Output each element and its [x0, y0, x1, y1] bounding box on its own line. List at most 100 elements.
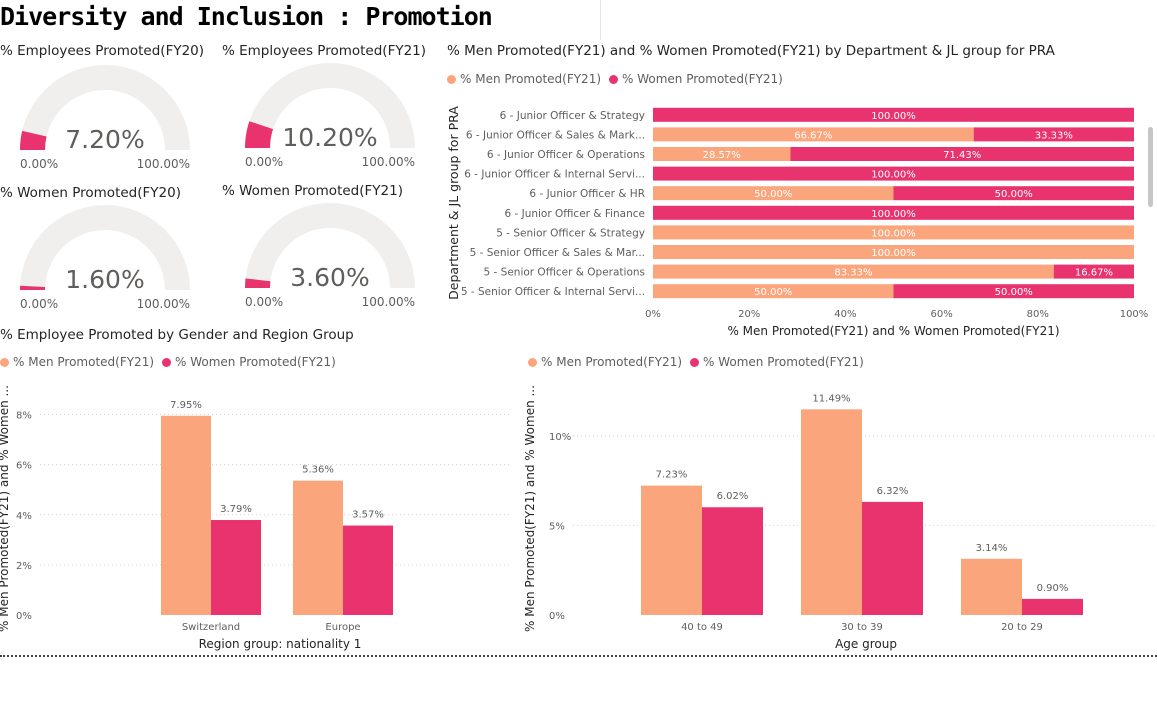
bar-men[interactable]: [653, 127, 974, 142]
gauge-value: 1.60%: [65, 265, 144, 294]
legend-men-label: % Men Promoted(FY21): [541, 355, 683, 369]
legend-men-marker: [0, 357, 9, 367]
region-bar-chart[interactable]: % Men Promoted(FY21) and % Women ... 0% 2%…: [0, 375, 520, 653]
gauge-employees-promoted-fy20[interactable]: 7.20% 0.00% 100.00%: [0, 60, 220, 180]
bar-men[interactable]: [653, 264, 1054, 279]
legend-women-label: % Women Promoted(FY21): [703, 355, 864, 369]
bar-data-label: 100.00%: [871, 170, 916, 181]
bar-women[interactable]: [343, 525, 393, 615]
x-category-label: Switzerland: [182, 622, 240, 633]
bar-men[interactable]: [801, 409, 862, 615]
bar-data-label: 3.79%: [220, 504, 252, 515]
gauge-min-label: 0.00%: [20, 157, 58, 171]
gauge-fill: [20, 285, 46, 290]
bar-data-label: 50.00%: [754, 189, 792, 200]
x-category-label: 40 to 49: [681, 622, 723, 633]
dept-x-tick: 80%: [1027, 309, 1049, 320]
x-category-label: 30 to 39: [841, 622, 883, 633]
bar-data-label: 50.00%: [995, 189, 1033, 200]
legend-men-label: % Men Promoted(FY21): [460, 72, 602, 86]
region-chart-title: % Employee Promoted by Gender and Region…: [0, 327, 354, 343]
dept-bar-chart[interactable]: Department & JL group for PRA 6 - Junior …: [440, 95, 1157, 350]
bar-data-label: 16.67%: [1075, 268, 1113, 279]
dept-x-axis-title: % Men Promoted(FY21) and % Women Promote…: [727, 324, 1059, 338]
gauge-value: 3.60%: [290, 263, 369, 292]
bar-men[interactable]: [653, 284, 894, 299]
bar-women[interactable]: [211, 520, 261, 615]
y-tick: 0%: [549, 611, 565, 622]
gauge-title-women-fy20: % Women Promoted(FY20): [0, 185, 181, 201]
y-tick: 5%: [549, 522, 565, 533]
bar-men[interactable]: [653, 225, 1134, 240]
bar-women[interactable]: [973, 127, 1134, 142]
bar-men[interactable]: [641, 485, 702, 615]
y-axis-title: % Men Promoted(FY21) and % Women ...: [0, 385, 11, 632]
bar-women[interactable]: [653, 166, 1134, 181]
gauge-women-promoted-fy20[interactable]: 1.60% 0.00% 100.00%: [0, 200, 220, 320]
bar-women[interactable]: [653, 205, 1134, 220]
gauge-max-label: 100.00%: [362, 155, 415, 169]
bar-men[interactable]: [961, 558, 1022, 615]
legend-women-label: % Women Promoted(FY21): [622, 72, 783, 86]
gauge-employees-promoted-fy21[interactable]: 10.20% 0.00% 100.00%: [225, 58, 445, 178]
dept-category-label: 6 - Junior Officer & Strategy: [500, 110, 645, 122]
gauge-title-emp-fy20: % Employees Promoted(FY20): [0, 43, 205, 59]
bottom-divider: [0, 655, 1157, 657]
y-axis-title: % Men Promoted(FY21) and % Women ...: [525, 385, 537, 632]
bar-men[interactable]: [653, 245, 1134, 259]
gauge-min-label: 0.00%: [245, 295, 283, 309]
legend-women-marker: [609, 74, 619, 84]
gauge-max-label: 100.00%: [137, 157, 190, 171]
bar-women[interactable]: [1053, 264, 1134, 279]
gauge-track: [245, 63, 415, 148]
gauge-track: [20, 205, 190, 290]
bar-women[interactable]: [862, 501, 923, 615]
age-bar-chart[interactable]: % Men Promoted(FY21) and % Women ... 0% 5%…: [525, 375, 1157, 653]
dept-x-tick: 20%: [738, 309, 760, 320]
gauge-min-label: 0.00%: [245, 155, 283, 169]
legend-men-marker: [528, 357, 537, 367]
bar-data-label: 11.49%: [812, 393, 850, 404]
bar-men[interactable]: [293, 480, 343, 615]
legend-women-label: % Women Promoted(FY21): [175, 355, 336, 369]
legend-women-marker: [162, 357, 172, 367]
bar-data-label: 33.33%: [1035, 130, 1073, 141]
bar-men[interactable]: [653, 147, 791, 161]
age-legend: % Men Promoted(FY21) % Women Promoted(FY…: [528, 355, 864, 369]
gauge-women-promoted-fy21[interactable]: 3.60% 0.00% 100.00%: [225, 198, 445, 318]
dept-x-tick: 100%: [1120, 309, 1149, 320]
bar-women[interactable]: [893, 284, 1135, 299]
y-tick: 8%: [16, 411, 32, 422]
dept-category-label: 5 - Senior Officer & Internal Servi...: [461, 286, 645, 298]
bar-data-label: 6.32%: [877, 486, 909, 497]
bar-data-label: 83.33%: [834, 268, 872, 279]
bar-men[interactable]: [653, 186, 894, 201]
bar-women[interactable]: [893, 186, 1135, 201]
dept-category-label: 6 - Junior Officer & Operations: [487, 149, 645, 161]
page-title: Diversity and Inclusion : Promotion: [0, 2, 493, 31]
scrollbar-thumb[interactable]: [1148, 127, 1153, 207]
y-tick: 6%: [16, 461, 32, 472]
bar-data-label: 5.36%: [302, 465, 334, 476]
y-tick: 4%: [16, 511, 32, 522]
bar-data-label: 7.95%: [170, 400, 202, 411]
legend-men-marker: [447, 74, 456, 84]
bar-women[interactable]: [653, 107, 1134, 122]
bar-data-label: 7.23%: [656, 470, 688, 481]
dept-category-label: 6 - Junior Officer & Sales & Mark...: [466, 129, 645, 141]
bar-data-label: 3.57%: [352, 510, 384, 521]
bar-women[interactable]: [790, 147, 1134, 161]
dept-category-label: 6 - Junior Officer & Finance: [504, 208, 645, 220]
y-tick: 0%: [16, 611, 32, 622]
dept-x-tick: 60%: [930, 309, 952, 320]
gauge-value: 7.20%: [65, 125, 144, 154]
bar-women[interactable]: [1022, 598, 1083, 615]
bar-women[interactable]: [702, 507, 763, 615]
bar-men[interactable]: [161, 415, 211, 615]
bar-data-label: 50.00%: [754, 287, 792, 298]
gauge-title-women-fy21: % Women Promoted(FY21): [222, 183, 403, 199]
dept-category-label: 6 - Junior Officer & HR: [529, 188, 645, 200]
bar-data-label: 100.00%: [871, 209, 916, 220]
bar-data-label: 6.02%: [717, 491, 749, 502]
gauge-title-emp-fy21: % Employees Promoted(FY21): [222, 43, 427, 59]
